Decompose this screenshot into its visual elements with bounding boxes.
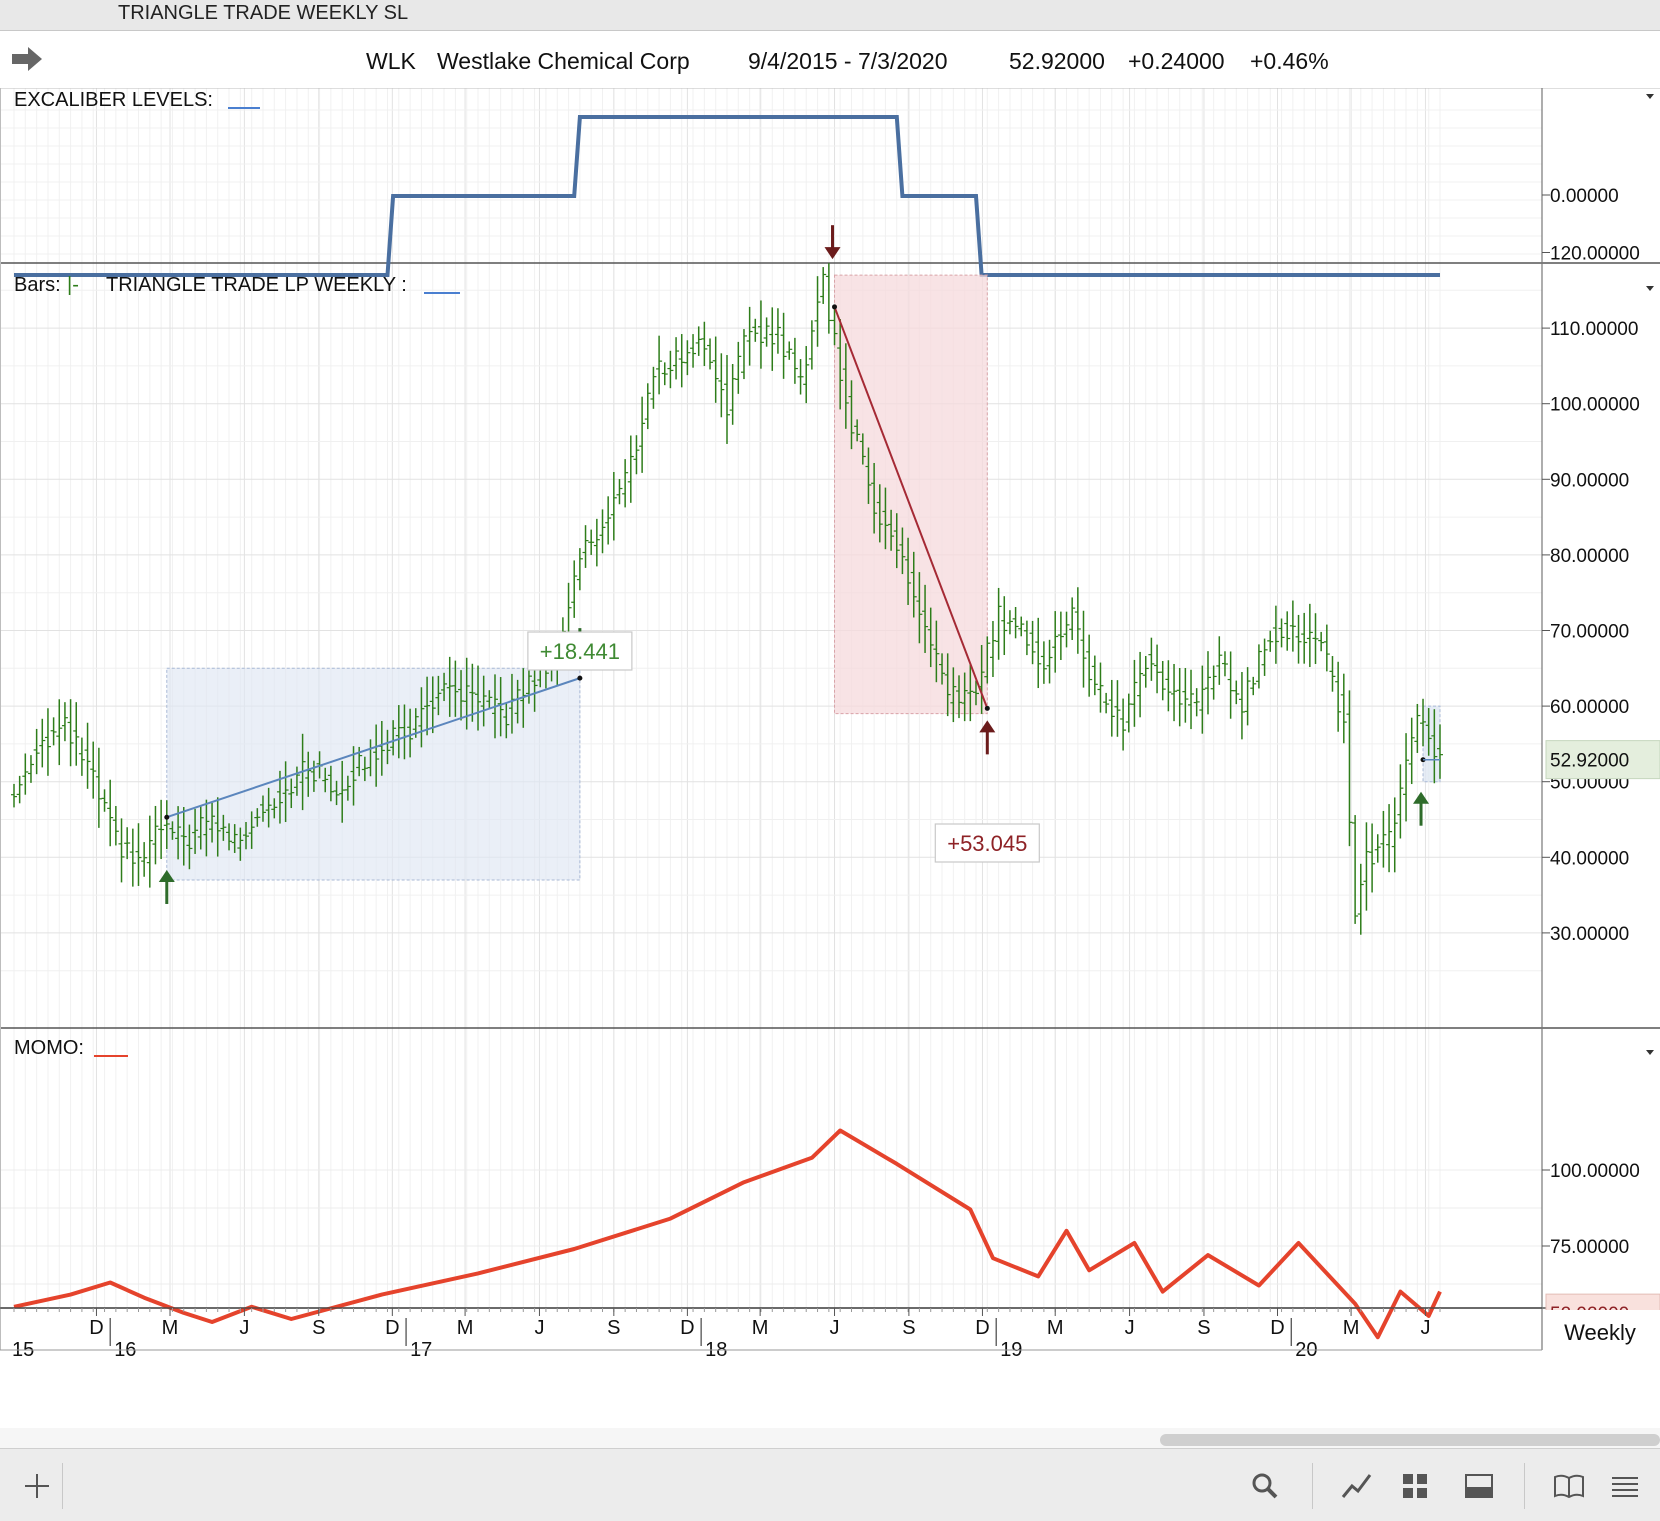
trade-box-long [166,667,581,881]
arrow-head [158,869,175,882]
x-tick-label: D [975,1317,989,1339]
y-tick-label: 70.00000 [1550,622,1629,643]
momo-line [13,1128,1442,1340]
trade-label-long: +18.441 [540,639,620,664]
bars-style-marker: |- [67,274,79,296]
x-tick-label: J [1420,1317,1430,1339]
y-tick-label: 30.00000 [1550,924,1629,945]
x-tick-label: D [680,1317,694,1339]
y-tick-label: 110.00000 [1550,319,1638,340]
trade-entry-dot [832,304,838,310]
x-tick-label: J [1125,1317,1135,1339]
arrow-head [979,720,996,733]
company-name: Westlake Chemical Corp [437,48,690,74]
last-price-tag [1545,740,1660,780]
x-tick-label: J [830,1317,840,1339]
period-box [1543,1310,1660,1354]
price-change: +0.24000 [1128,48,1225,74]
trade-entry-dot [164,814,170,820]
bottom-toolbar [0,1448,1660,1521]
x-tick-label: M [1047,1317,1064,1339]
price-change-pct: +0.46% [1250,48,1329,74]
panel-layout-icon[interactable] [1462,1469,1496,1503]
add-icon[interactable] [20,1469,54,1503]
y-tick-label: 80.00000 [1550,546,1629,567]
x-tick-label: S [1197,1317,1210,1339]
buy-arrow-icon [158,869,175,904]
symbol-info-bar: WLK Westlake Chemical Corp 9/4/2015 - 7/… [0,36,1660,88]
chart-area[interactable]: EXCALIBER LEVELS: 0.00000 +18.441 +53.045 12… [0,88,1660,1428]
y-tick-label: 60.00000 [1550,697,1629,718]
x-tick-label: M [1343,1317,1360,1339]
x-tick-label: J [239,1317,249,1339]
y-tick-label: 90.00000 [1550,470,1629,491]
arrow-head [1413,791,1430,804]
study-label: TRIANGLE TRADE LP WEEKLY : [106,274,407,296]
y-tick-label: 0.00000 [1550,186,1619,207]
price-bars [11,263,1443,935]
period-label: Weekly [1564,1320,1636,1345]
arrow-right-icon[interactable] [10,44,44,74]
cover-arrow-icon [979,720,996,755]
x-tick-label: S [607,1317,620,1339]
y-tick-label: 100.00000 [1550,395,1640,416]
x-tick-label: J [534,1317,544,1339]
trade-exit-dot [984,705,990,711]
trade-line-short [833,306,989,709]
arrow-head [824,247,841,260]
x-tick-label: M [457,1317,474,1339]
x-tick-label: S [312,1317,325,1339]
toolbar-separator [62,1463,63,1509]
bars-label: Bars: [14,274,61,296]
dropdown-icon [1646,1050,1654,1055]
x-tick-label: D [89,1317,103,1339]
last-price: 52.92000 [1009,48,1105,74]
trade-line-long [166,677,581,819]
excaliber-line [14,115,1440,277]
trade-box-open [1422,705,1441,783]
book-icon[interactable] [1552,1469,1586,1503]
momo-label: MOMO: [14,1037,84,1059]
sell-arrow-icon [824,225,841,260]
x-tick-label: D [1270,1317,1284,1339]
y-tick-label: 120.00000 [1550,244,1640,265]
window-titlebar: TRIANGLE TRADE WEEKLY SL [0,0,1660,31]
toolbar-separator [1312,1463,1313,1509]
x-axis: D M J S D M J S D M J S D M J S D M J15 16 17 18 19 20 [0,1307,1542,1361]
x-tick-label: M [752,1317,769,1339]
search-icon[interactable] [1248,1469,1282,1503]
date-range: 9/4/2015 - 7/3/2020 [748,48,948,74]
dropdown-icon [1646,94,1654,99]
window-title: TRIANGLE TRADE WEEKLY SL [118,2,409,24]
menu-icon[interactable] [1608,1469,1642,1503]
trade-label-short: +53.045 [947,831,1027,856]
buy-arrow-icon [1413,791,1430,826]
symbol: WLK [366,48,416,74]
last-price-tag-label: 52.92000 [1550,751,1629,772]
toolbar-separator [1524,1463,1525,1509]
trade-label-short-box [934,823,1040,863]
grid-layout-icon[interactable] [1398,1469,1432,1503]
horizontal-scrollbar[interactable] [1160,1434,1660,1446]
y-tick-label: 100.00000 [1550,1161,1640,1182]
trade-exit-dot [577,675,583,681]
x-tick-label: S [902,1317,915,1339]
x-tick-label: M [162,1317,179,1339]
trade-label-long-box [527,631,633,671]
dropdown-icon [1646,286,1654,291]
line-chart-icon[interactable] [1340,1469,1374,1503]
excaliber-label: EXCALIBER LEVELS: [14,89,213,111]
y-tick-label: 75.00000 [1550,1237,1629,1258]
y-tick-label: 40.00000 [1550,848,1629,869]
x-tick-label: D [385,1317,399,1339]
